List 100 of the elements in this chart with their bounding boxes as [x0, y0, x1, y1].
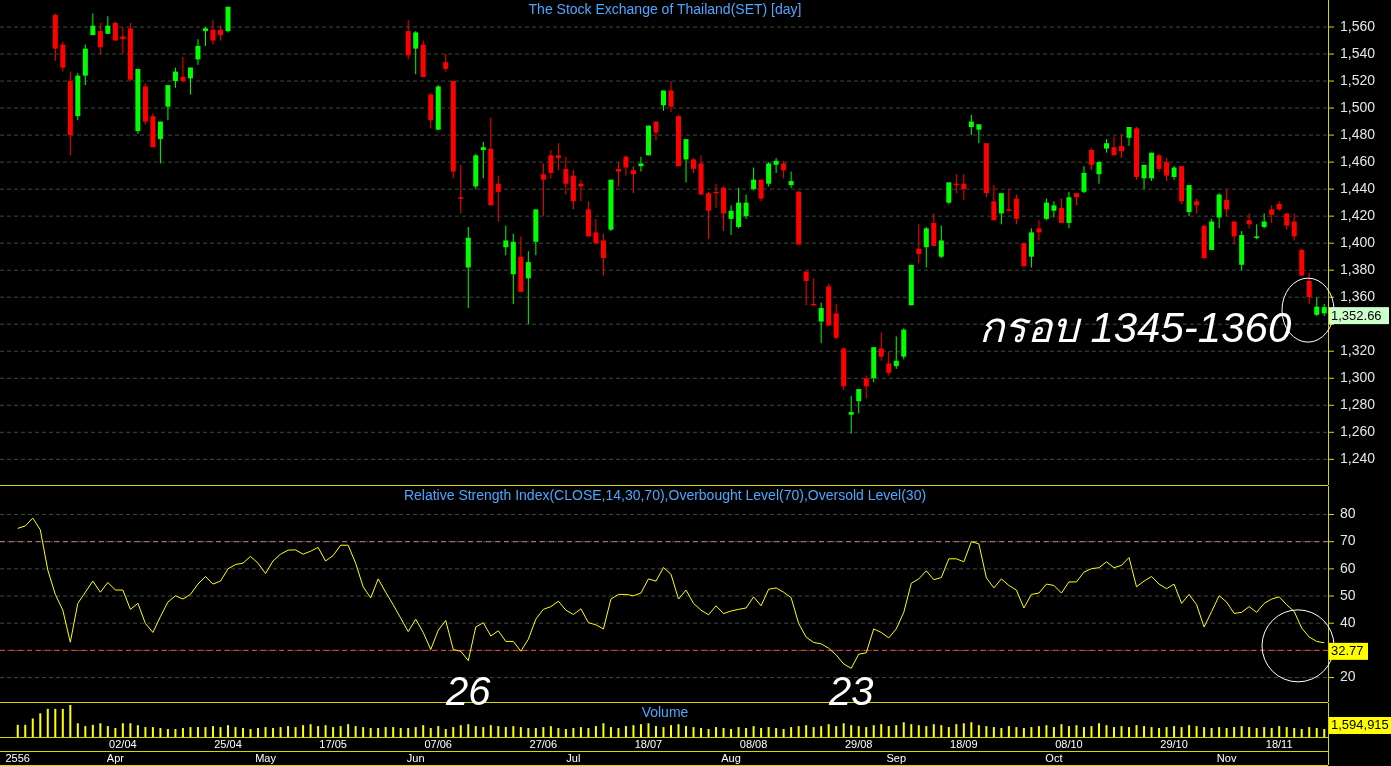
bar: [1233, 727, 1236, 737]
candlestick: [788, 171, 794, 189]
y-tick-label: 1,400: [1340, 233, 1376, 250]
candlestick: [916, 223, 922, 264]
bar: [1075, 725, 1078, 737]
y-tick-label: 1,420: [1340, 206, 1376, 223]
bar: [459, 725, 462, 737]
bar: [1007, 726, 1010, 737]
bar: [174, 729, 177, 737]
bar: [69, 705, 72, 737]
bar: [287, 726, 290, 737]
candlestick: [458, 164, 464, 214]
bar: [1293, 728, 1296, 737]
bar: [519, 727, 522, 737]
candlestick: [593, 218, 599, 246]
bar: [932, 724, 935, 737]
annotation: 26: [445, 668, 492, 713]
bar: [339, 726, 342, 737]
candlestick: [766, 161, 772, 187]
y-tick-label: 1,300: [1340, 368, 1376, 385]
candlestick: [946, 181, 952, 205]
candlestick: [600, 233, 606, 277]
bar: [1030, 727, 1033, 737]
bar: [377, 728, 380, 737]
bar: [1022, 728, 1025, 737]
bar: [1090, 726, 1093, 737]
x-tick-label: 18/09: [950, 737, 978, 750]
candlestick: [878, 331, 884, 362]
bar: [1203, 727, 1206, 737]
bar: [1060, 724, 1063, 737]
candlestick: [706, 191, 712, 240]
y-tick-label: 1,520: [1340, 71, 1376, 88]
x-tick-label: Apr: [106, 751, 125, 764]
bar: [99, 723, 102, 737]
bar: [76, 723, 79, 737]
annotation: 23: [827, 669, 874, 713]
candlestick: [743, 194, 749, 220]
bar: [497, 726, 500, 737]
candlestick: [1006, 188, 1012, 212]
bar: [940, 725, 943, 737]
candlestick: [1021, 242, 1027, 268]
bar: [444, 729, 447, 737]
candlestick: [1224, 188, 1230, 217]
x-tick-label: 25/04: [214, 737, 242, 750]
candlestick: [856, 388, 862, 414]
bar: [106, 726, 109, 737]
bar: [617, 728, 620, 737]
bar: [1097, 723, 1100, 737]
y-tick-label: 1,320: [1340, 341, 1376, 358]
bar: [1165, 727, 1168, 737]
bar: [812, 727, 815, 737]
bar: [767, 727, 770, 737]
candlestick: [848, 395, 854, 435]
bar: [504, 727, 507, 737]
y-tick-label: 1,260: [1340, 423, 1376, 440]
y-tick-label: 1,240: [1340, 450, 1376, 467]
bar: [542, 727, 545, 737]
bar: [857, 726, 860, 737]
candlestick: [540, 162, 546, 217]
x-tick-label: 29/08: [844, 737, 873, 750]
bar: [1240, 726, 1243, 737]
candlestick: [968, 114, 974, 136]
candlestick: [961, 173, 967, 201]
candlestick: [1036, 219, 1042, 241]
candlestick: [195, 38, 201, 66]
candlestick: [773, 157, 779, 174]
bar: [482, 727, 485, 737]
candlestick: [886, 350, 892, 377]
bar: [624, 726, 627, 737]
bar: [992, 727, 995, 737]
bar: [309, 724, 312, 737]
y-tick-label: 50: [1340, 586, 1356, 603]
bar: [1248, 727, 1251, 737]
bar: [121, 723, 124, 737]
bar: [564, 729, 567, 737]
x-tick-label: Jul: [566, 751, 581, 764]
bar: [670, 725, 672, 737]
y-tick-label: 1,480: [1340, 125, 1376, 142]
x-tick-label: 18/07: [634, 737, 663, 750]
candlestick: [555, 142, 561, 171]
bar: [136, 725, 139, 737]
bar: [302, 725, 305, 737]
candlestick: [1216, 192, 1222, 229]
candlestick: [413, 30, 419, 75]
bar: [1263, 727, 1266, 737]
bar: [947, 727, 950, 737]
bar: [609, 727, 612, 737]
bar: [805, 725, 808, 737]
bar: [249, 729, 252, 737]
y-tick-label: 60: [1340, 559, 1356, 576]
bar: [715, 727, 718, 737]
bar: [707, 729, 710, 737]
bar: [429, 728, 432, 737]
candlestick: [1314, 296, 1320, 317]
bar: [166, 729, 169, 737]
bar: [745, 728, 748, 737]
bar: [384, 727, 387, 737]
candlestick: [630, 165, 636, 194]
x-tick-label: 08/08: [739, 737, 768, 750]
bar: [752, 726, 755, 737]
